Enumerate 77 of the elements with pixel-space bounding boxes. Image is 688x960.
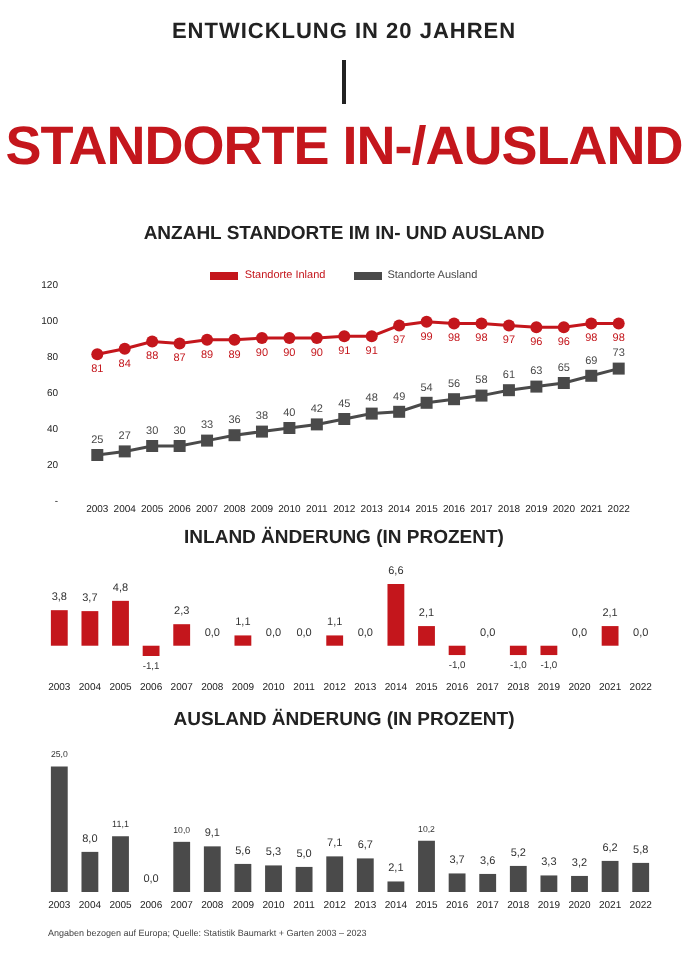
point	[91, 449, 104, 461]
point	[502, 384, 515, 397]
bar	[387, 881, 405, 892]
text: STANDORTE IN-/AUSLAND	[3, 116, 685, 178]
point	[475, 317, 488, 330]
chart-title: INLAND ÄNDERUNG (IN PROZENT)	[184, 524, 504, 549]
bar	[601, 626, 619, 646]
bar	[356, 858, 374, 892]
bar	[295, 866, 313, 892]
point	[420, 315, 433, 328]
bar	[540, 645, 558, 656]
point	[557, 321, 570, 334]
point	[310, 418, 323, 431]
point	[283, 332, 296, 344]
bar	[50, 610, 68, 646]
bar	[112, 600, 129, 646]
text: ENTWICKLUNG IN 20 JAHREN	[169, 18, 519, 44]
bar	[418, 626, 435, 646]
point	[612, 362, 625, 375]
bar	[326, 635, 344, 646]
point	[173, 337, 186, 350]
point	[502, 319, 515, 332]
bar	[326, 856, 344, 892]
point	[393, 319, 406, 332]
point	[530, 380, 543, 393]
bar	[387, 584, 405, 646]
point	[228, 333, 241, 346]
bar	[81, 611, 99, 646]
point	[557, 377, 570, 389]
bar	[479, 873, 497, 892]
point	[310, 332, 323, 344]
bar	[448, 873, 466, 892]
point	[255, 332, 268, 344]
bar	[142, 645, 160, 656]
bar	[173, 841, 191, 892]
bar	[418, 840, 435, 892]
point	[201, 333, 214, 346]
point	[228, 429, 241, 442]
point	[365, 407, 378, 420]
point	[420, 396, 433, 409]
point	[448, 393, 461, 406]
bar	[81, 851, 99, 892]
bar	[540, 875, 558, 892]
point	[338, 330, 351, 343]
bar	[571, 875, 588, 892]
bar	[234, 635, 252, 646]
point	[146, 440, 159, 452]
chart-title: ANZAHL STANDORTE IM IN- UND AUSLAND	[143, 222, 545, 245]
point	[118, 342, 131, 355]
bar	[265, 865, 282, 892]
point	[201, 434, 214, 447]
bar	[112, 836, 129, 892]
point	[173, 440, 186, 452]
point	[475, 389, 488, 402]
point	[118, 445, 131, 458]
bar	[601, 860, 619, 892]
point	[612, 317, 625, 330]
bar	[173, 624, 191, 646]
point	[393, 405, 406, 418]
point	[91, 348, 104, 361]
bar	[203, 846, 221, 892]
point	[585, 369, 598, 382]
bar	[509, 645, 527, 656]
point	[283, 422, 296, 434]
point	[365, 330, 378, 343]
bar	[448, 645, 466, 656]
point	[448, 317, 461, 330]
chart-title: AUSLAND ÄNDERUNG (IN PROZENT)	[173, 706, 515, 731]
point	[530, 321, 543, 334]
bar	[234, 863, 252, 892]
point	[255, 425, 268, 438]
point	[146, 335, 159, 348]
point	[338, 413, 351, 425]
bar	[50, 766, 68, 892]
bar	[509, 865, 527, 892]
bar	[632, 862, 650, 892]
point	[585, 317, 598, 330]
